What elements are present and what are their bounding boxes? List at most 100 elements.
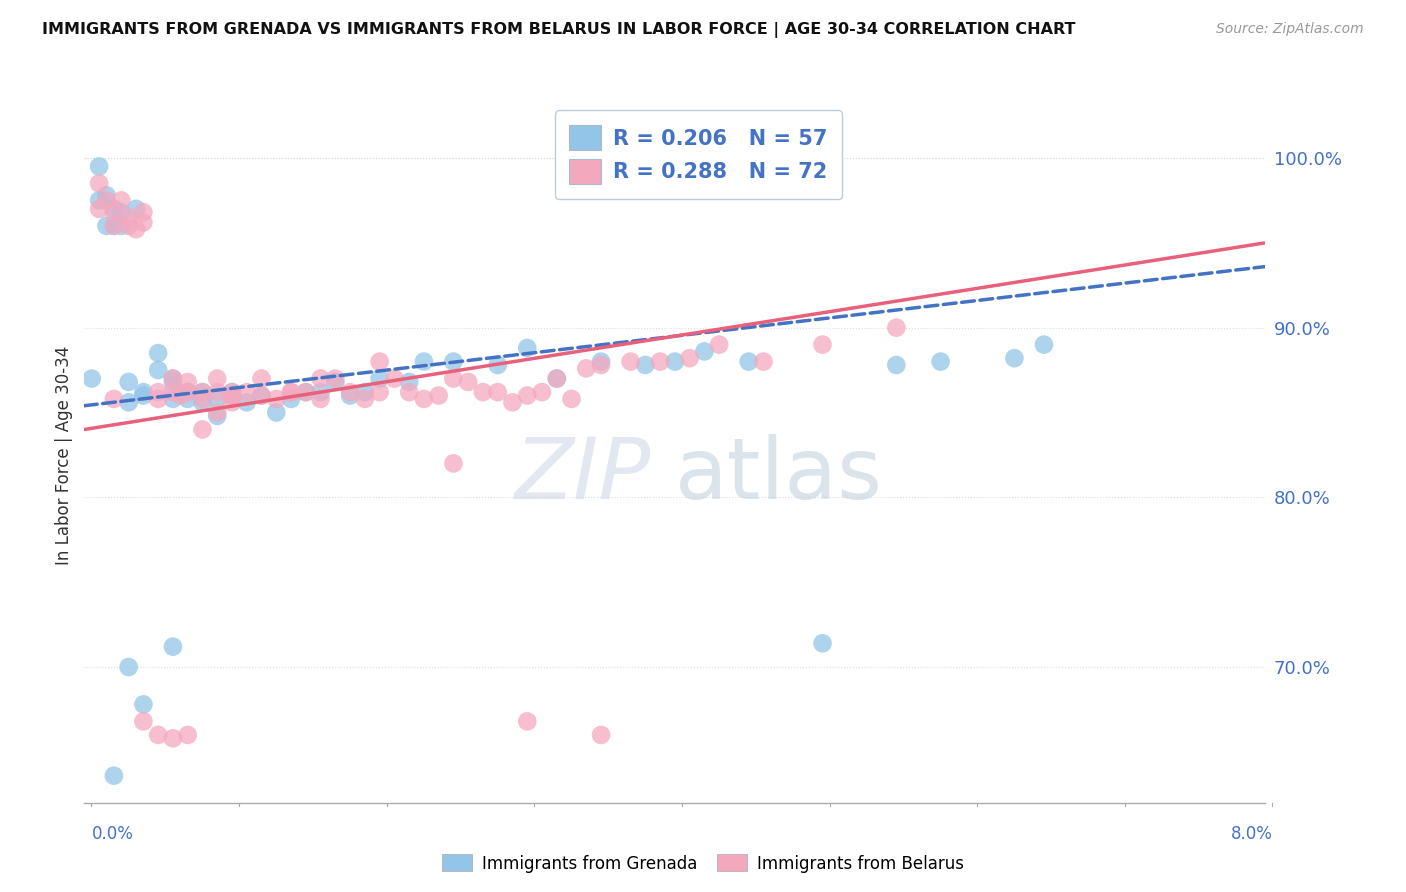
Legend: R = 0.206   N = 57, R = 0.288   N = 72: R = 0.206 N = 57, R = 0.288 N = 72 (555, 111, 842, 199)
Point (1004, 351, 1026, 366)
Point (443, 354, 465, 368)
Point (295, 385, 318, 400)
Point (752, 354, 775, 368)
Point (398, 385, 420, 400)
Point (191, 422, 214, 436)
Point (205, 392, 228, 406)
Point (87, 202, 111, 216)
Point (295, 385, 318, 400)
Point (221, 385, 243, 400)
Point (811, 337, 834, 351)
Text: IMMIGRANTS FROM GRENADA VS IMMIGRANTS FROM BELARUS IN LABOR FORCE | AGE 30-34 CO: IMMIGRANTS FROM GRENADA VS IMMIGRANTS FR… (42, 22, 1076, 38)
Point (132, 388, 155, 402)
Point (354, 385, 377, 400)
Point (103, 202, 125, 216)
Point (250, 371, 273, 385)
Point (80, 371, 103, 385)
Point (575, 361, 598, 376)
Point (118, 660, 141, 674)
Point (443, 371, 465, 385)
Point (87, 160, 111, 174)
Point (679, 351, 702, 366)
Point (132, 215, 155, 229)
Point (103, 219, 125, 233)
Point (118, 219, 141, 233)
Point (250, 388, 273, 402)
Point (886, 320, 908, 334)
Point (103, 392, 125, 406)
Point (205, 371, 228, 385)
Point (693, 344, 716, 359)
Point (177, 385, 200, 400)
Point (929, 354, 952, 368)
Point (486, 358, 509, 372)
Y-axis label: In Labor Force | Age 30-34: In Labor Force | Age 30-34 (55, 345, 73, 565)
Point (427, 388, 450, 402)
Point (125, 222, 148, 236)
Point (264, 392, 288, 406)
Point (516, 714, 538, 729)
Point (103, 769, 125, 783)
Point (177, 392, 200, 406)
Point (634, 358, 657, 372)
Point (96, 219, 118, 233)
Point (280, 392, 302, 406)
Point (280, 385, 302, 400)
Point (221, 388, 243, 402)
Point (148, 385, 170, 400)
Point (162, 371, 184, 385)
Point (132, 385, 155, 400)
Point (132, 714, 155, 729)
Point (1032, 337, 1054, 351)
Point (398, 375, 420, 389)
Point (118, 395, 141, 409)
Point (886, 358, 908, 372)
Point (619, 354, 641, 368)
Text: 0.0%: 0.0% (91, 825, 134, 843)
Point (323, 371, 347, 385)
Point (368, 354, 391, 368)
Point (413, 354, 436, 368)
Point (87, 177, 111, 191)
Point (323, 375, 347, 389)
Point (737, 354, 759, 368)
Point (110, 205, 132, 219)
Point (148, 728, 170, 742)
Point (516, 341, 538, 355)
Point (205, 405, 228, 419)
Text: atlas: atlas (675, 434, 883, 517)
Point (264, 405, 288, 419)
Point (591, 358, 613, 372)
Point (177, 385, 200, 400)
Point (191, 392, 214, 406)
Text: ZIP: ZIP (515, 434, 651, 517)
Point (560, 392, 583, 406)
Point (205, 409, 228, 423)
Point (709, 337, 731, 351)
Point (339, 385, 361, 400)
Point (250, 388, 273, 402)
Point (368, 385, 391, 400)
Point (148, 392, 170, 406)
Point (235, 385, 259, 400)
Text: 8.0%: 8.0% (1230, 825, 1272, 843)
Point (148, 346, 170, 360)
Point (118, 375, 141, 389)
Point (87, 194, 111, 208)
Point (177, 375, 200, 389)
Point (368, 371, 391, 385)
Point (118, 211, 141, 225)
Point (221, 388, 243, 402)
Point (191, 395, 214, 409)
Text: Source: ZipAtlas.com: Source: ZipAtlas.com (1216, 22, 1364, 37)
Point (96, 188, 118, 202)
Point (162, 385, 184, 400)
Point (516, 388, 538, 402)
Point (531, 385, 554, 400)
Point (103, 205, 125, 219)
Point (309, 371, 332, 385)
Point (191, 385, 214, 400)
Point (546, 371, 568, 385)
Point (162, 371, 184, 385)
Point (132, 205, 155, 219)
